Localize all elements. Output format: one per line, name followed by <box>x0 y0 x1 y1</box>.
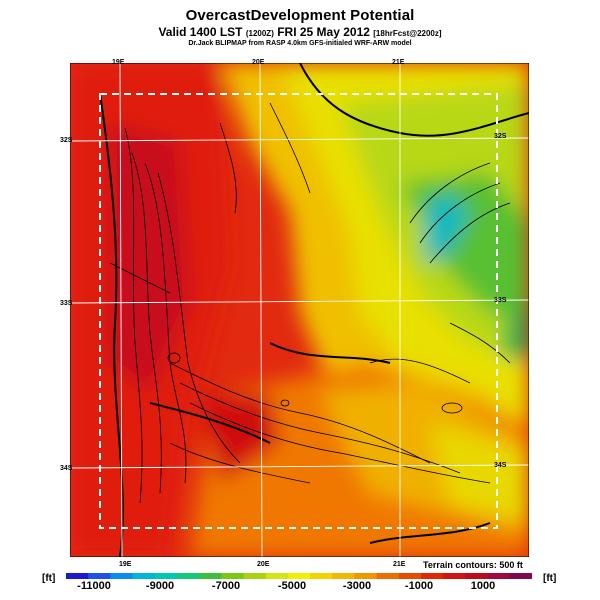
colorbar-segment <box>398 573 422 579</box>
right-lat-label-3: 34S <box>494 462 507 469</box>
colorbar-segment <box>110 573 134 579</box>
bottom-lon-label-3: 21E <box>393 561 406 568</box>
inner-domain-box <box>99 93 498 529</box>
colorbar-segment <box>509 573 532 579</box>
colorbar-segment <box>66 573 89 579</box>
colorbar-segment <box>354 573 378 579</box>
forecast-hour: [18hrFcst@2200z] <box>373 29 442 38</box>
right-lat-label-2: 33S <box>494 297 507 304</box>
colorbar-segment <box>465 573 489 579</box>
lat-lon-grid <box>70 63 529 557</box>
colorbar-segment <box>487 573 511 579</box>
left-lat-label-3: 34S <box>60 465 73 472</box>
left-lat-label-1: 32S <box>60 137 73 144</box>
colorbar-tick: -5000 <box>277 580 307 592</box>
colorbar <box>66 573 532 579</box>
colorbar-segment <box>176 573 200 579</box>
colorbar-segment <box>421 573 444 579</box>
colorbar-tick: 1000 <box>470 580 496 592</box>
top-lon-label-2: 20E <box>252 59 265 66</box>
colorbar-segment <box>154 573 178 579</box>
colorbar-tick: -11000 <box>77 580 111 592</box>
colorbar-segment <box>332 573 355 579</box>
colorbar-tick: -1000 <box>404 580 434 592</box>
left-lat-label-2: 33S <box>60 300 73 307</box>
colorbar-unit-left: [ft] <box>42 573 56 584</box>
forecast-date: FRI 25 May 2012 <box>277 25 370 39</box>
bottom-lon-label-1: 19E <box>119 561 132 568</box>
valid-time: Valid 1400 LST <box>158 25 243 39</box>
bottom-lon-label-2: 20E <box>257 561 270 568</box>
colorbar-unit-right: [ft] <box>543 573 557 584</box>
right-lat-label-1: 32S <box>494 133 507 140</box>
colorbar-segment <box>310 573 333 579</box>
colorbar-segment <box>287 573 311 579</box>
overcast-map <box>70 63 529 557</box>
colorbar-segment <box>443 573 466 579</box>
colorbar-tick: -3000 <box>342 580 372 592</box>
colorbar-segment <box>265 573 289 579</box>
terrain-contours <box>109 102 511 504</box>
colorbar-tick: -9000 <box>145 580 175 592</box>
model-credit: Dr.Jack BLIPMAP from RASP 4.0km GFS-init… <box>188 40 412 47</box>
terrain-contour-note: Terrain contours: 500 ft <box>423 560 523 570</box>
colorbar-segment <box>221 573 245 579</box>
chart-title: OvercastDevelopment Potential <box>185 7 415 24</box>
colorbar-tick: -7000 <box>211 580 241 592</box>
colorbar-segment <box>199 573 222 579</box>
color-field <box>70 63 529 557</box>
valid-time-line: Valid 1400 LST (1200Z) FRI 25 May 2012 [… <box>0 25 600 39</box>
top-lon-label-3: 21E <box>392 59 405 66</box>
top-lon-label-1: 19E <box>112 59 125 66</box>
colorbar-segment <box>132 573 156 579</box>
colorbar-segment <box>376 573 400 579</box>
utc-time: (1200Z) <box>245 29 274 38</box>
colorbar-segment <box>88 573 111 579</box>
colorbar-segment <box>243 573 267 579</box>
